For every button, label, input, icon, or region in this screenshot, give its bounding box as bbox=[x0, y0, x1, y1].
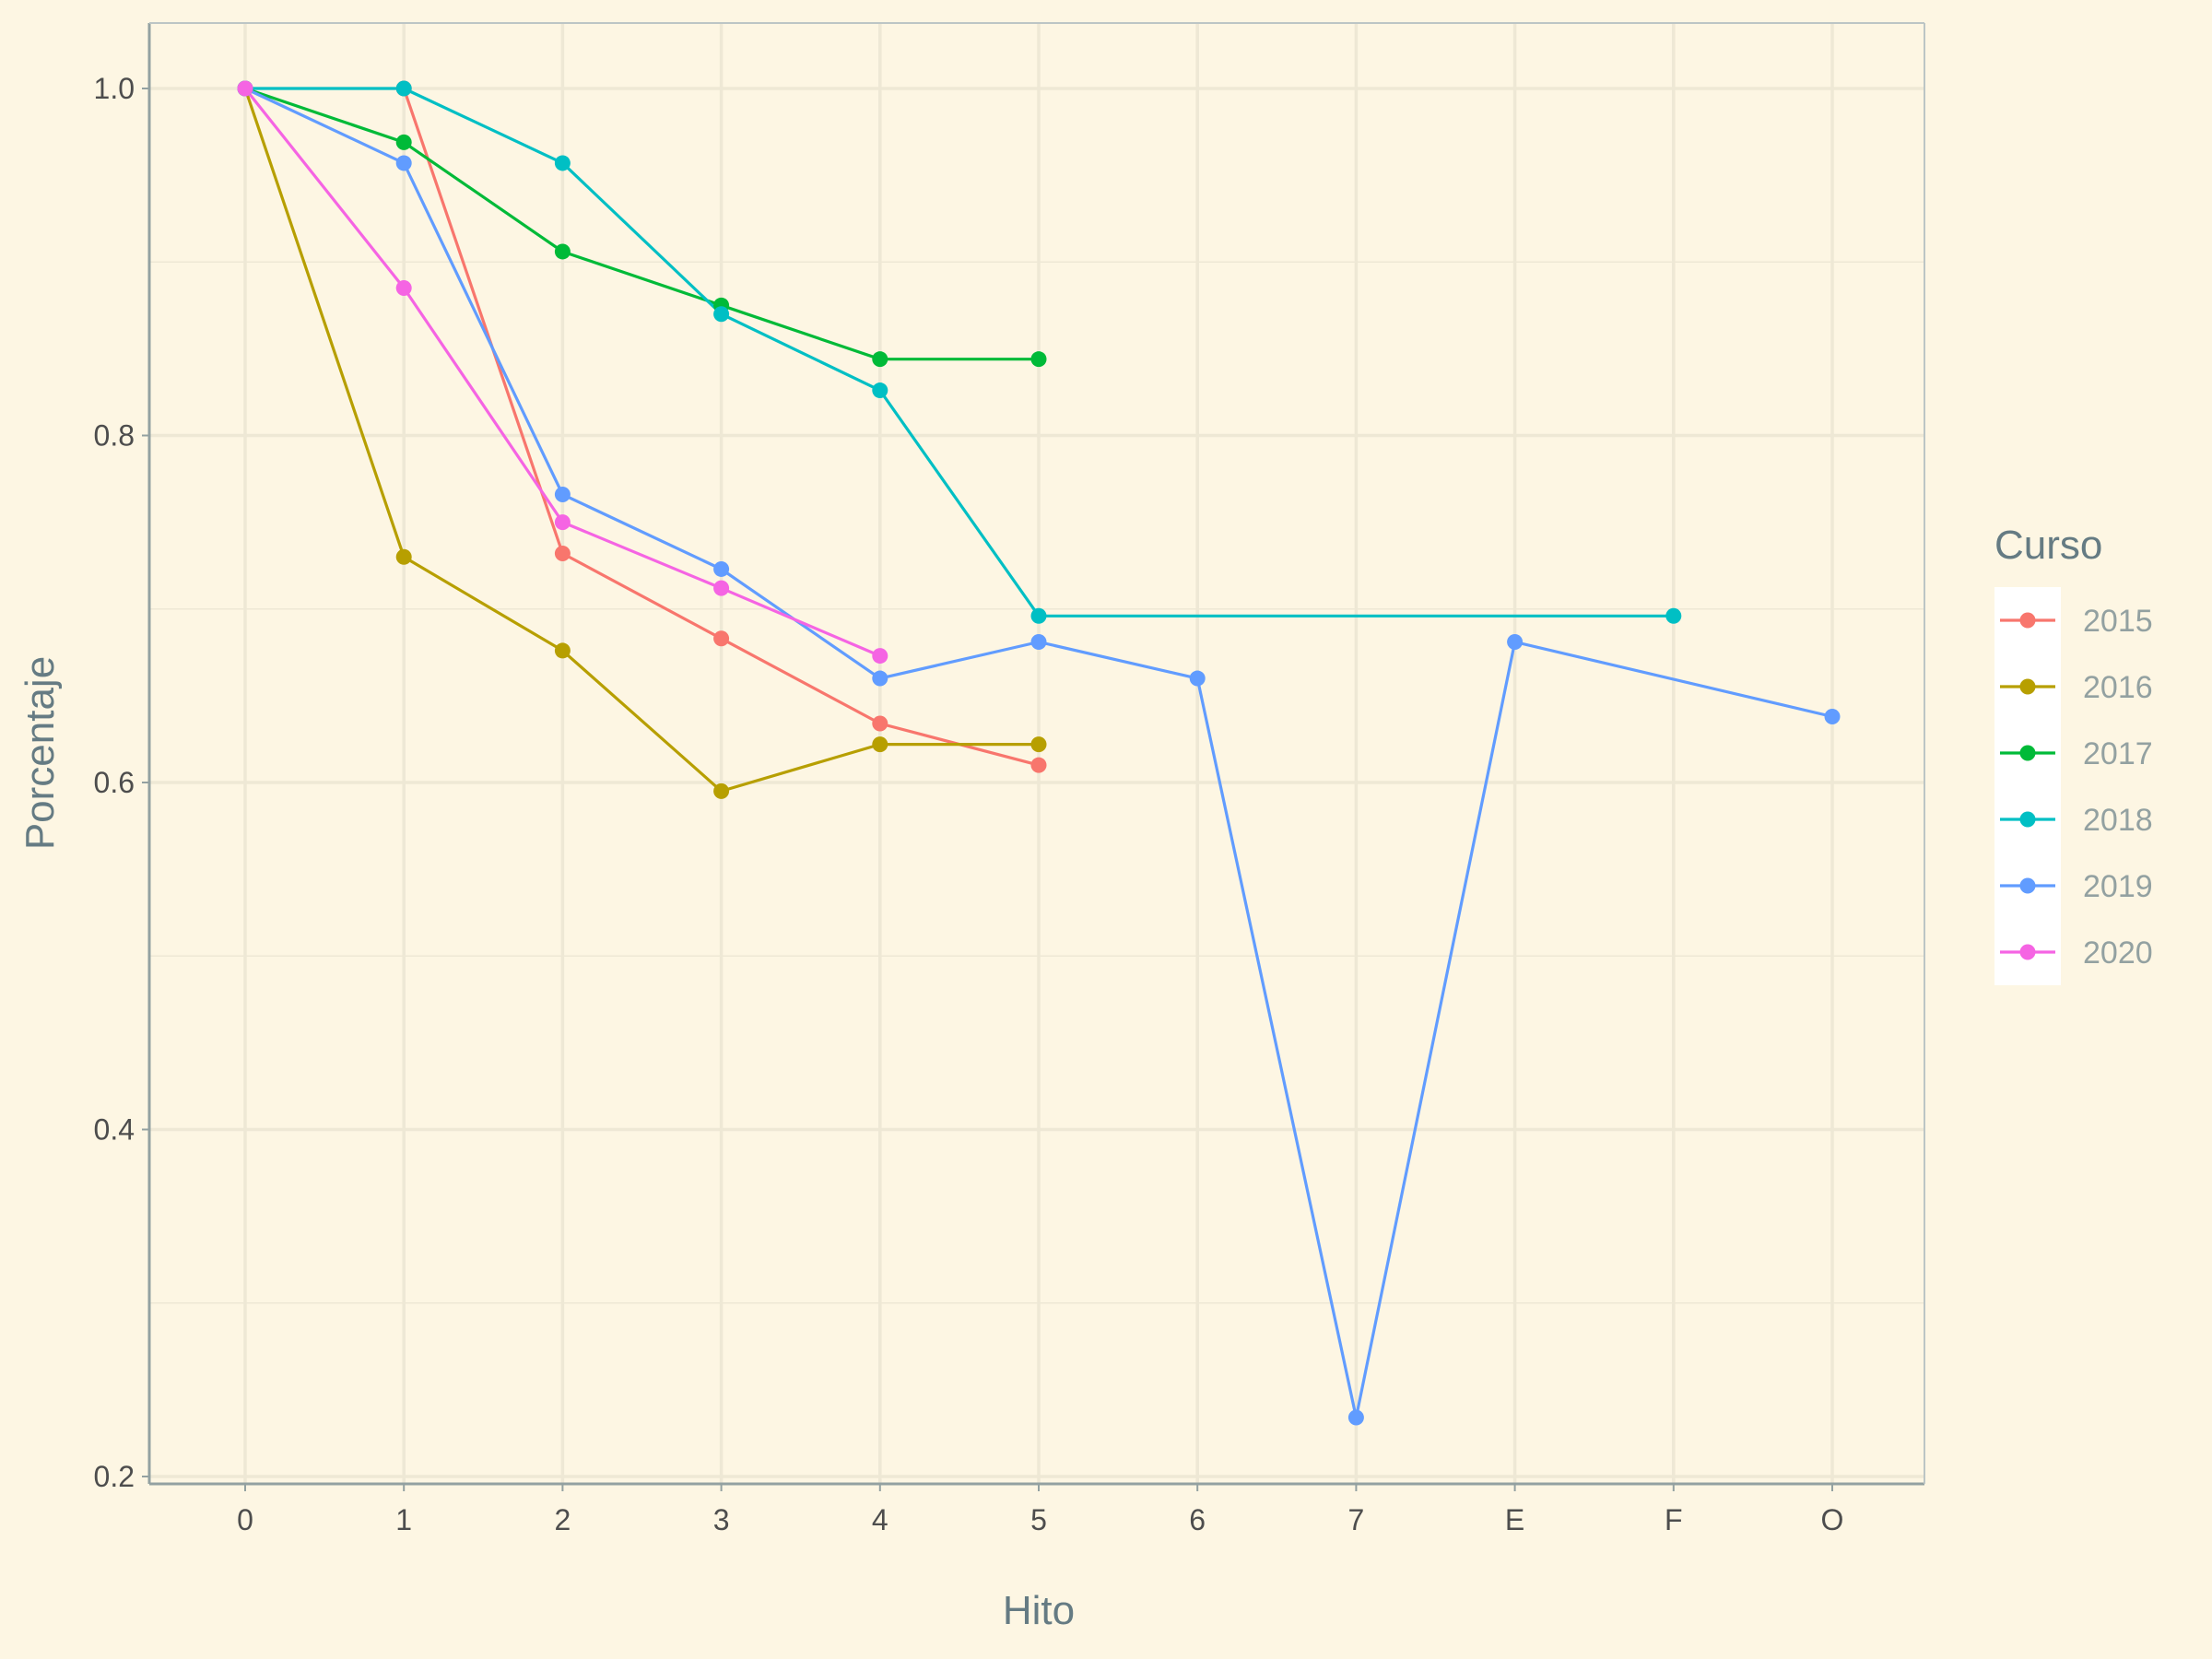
legend-key-point-2018 bbox=[2019, 811, 2036, 828]
series-line-2017 bbox=[244, 87, 1039, 361]
legend-key-point-2016 bbox=[2019, 678, 2036, 695]
legend-label-2020: 2020 bbox=[2083, 935, 2153, 971]
data-point-2017 bbox=[395, 134, 412, 150]
legend-key-background bbox=[1994, 587, 2061, 985]
y-tick-labels: 0.2 0.4 0.6 0.8 1.0 bbox=[94, 72, 135, 1493]
x-tick-label: 4 bbox=[872, 1503, 888, 1536]
data-point-2020 bbox=[237, 80, 253, 97]
data-point-2018 bbox=[395, 80, 412, 97]
data-point-2020 bbox=[395, 279, 412, 296]
x-tick-labels: 0 1 2 3 4 5 6 7 E F O bbox=[237, 1503, 1843, 1536]
data-point-2019 bbox=[1347, 1409, 1364, 1426]
data-point-2019 bbox=[554, 487, 571, 503]
data-point-2016 bbox=[554, 642, 571, 659]
data-point-2016 bbox=[713, 782, 730, 799]
data-point-2015 bbox=[554, 546, 571, 562]
data-point-2015 bbox=[713, 630, 730, 647]
x-tick-label: 0 bbox=[237, 1503, 253, 1536]
data-point-2019 bbox=[1189, 670, 1206, 687]
y-tick-label: 0.2 bbox=[94, 1460, 135, 1493]
x-tick-label: 1 bbox=[395, 1503, 412, 1536]
data-point-2018 bbox=[872, 382, 888, 399]
data-point-2016 bbox=[395, 548, 412, 565]
data-point-2019 bbox=[872, 670, 888, 687]
legend-key-point-2015 bbox=[2019, 612, 2036, 629]
legend-key-point-2019 bbox=[2019, 877, 2036, 894]
legend: Curso 2015 2016 2017 2018 2019 2020 bbox=[1994, 523, 2153, 985]
y-tick-label: 0.6 bbox=[94, 766, 135, 799]
legend-title: Curso bbox=[1994, 523, 2102, 568]
data-point-2018 bbox=[1030, 607, 1047, 624]
y-tick-label: 0.4 bbox=[94, 1113, 135, 1147]
data-point-2017 bbox=[554, 243, 571, 260]
data-point-2019 bbox=[1030, 634, 1047, 651]
x-axis-title: Hito bbox=[1003, 1588, 1075, 1633]
x-tick-label: O bbox=[1821, 1503, 1844, 1536]
data-point-2020 bbox=[713, 580, 730, 596]
x-tick-label: 3 bbox=[713, 1503, 730, 1536]
legend-label-2018: 2018 bbox=[2083, 803, 2153, 838]
legend-key-point-2020 bbox=[2019, 944, 2036, 960]
series-line-2019 bbox=[244, 87, 1833, 1419]
x-tick-label: 6 bbox=[1189, 1503, 1206, 1536]
legend-label-2016: 2016 bbox=[2083, 670, 2153, 705]
data-point-2016 bbox=[1030, 736, 1047, 753]
legend-label-2015: 2015 bbox=[2083, 604, 2153, 639]
data-point-2015 bbox=[1030, 757, 1047, 773]
legend-label-2019: 2019 bbox=[2083, 869, 2153, 904]
data-point-2018 bbox=[713, 306, 730, 323]
legend-key-point-2017 bbox=[2019, 745, 2036, 761]
x-tick-label: 7 bbox=[1348, 1503, 1365, 1536]
axes bbox=[142, 22, 1925, 1491]
x-tick-label: 2 bbox=[555, 1503, 571, 1536]
data-point-2018 bbox=[1665, 607, 1682, 624]
data-point-2019 bbox=[395, 155, 412, 171]
legend-label-2017: 2017 bbox=[2083, 736, 2153, 771]
data-point-2019 bbox=[1824, 708, 1841, 724]
data-point-2015 bbox=[872, 715, 888, 732]
data-point-2017 bbox=[872, 351, 888, 368]
data-point-2020 bbox=[554, 514, 571, 531]
major-gridlines bbox=[149, 23, 1924, 1484]
x-tick-label: 5 bbox=[1030, 1503, 1047, 1536]
data-point-2018 bbox=[554, 155, 571, 171]
series-points bbox=[237, 80, 1841, 1426]
data-point-2019 bbox=[1507, 634, 1524, 651]
panel-background bbox=[149, 23, 1924, 1484]
data-point-2016 bbox=[872, 736, 888, 753]
x-tick-label: E bbox=[1505, 1503, 1524, 1536]
data-point-2017 bbox=[1030, 351, 1047, 368]
y-tick-label: 0.8 bbox=[94, 419, 135, 453]
data-point-2020 bbox=[872, 648, 888, 665]
y-axis-title: Porcentaje bbox=[18, 656, 63, 850]
series-line-2016 bbox=[243, 88, 1039, 794]
y-tick-label: 1.0 bbox=[94, 72, 135, 105]
x-tick-label: F bbox=[1665, 1503, 1683, 1536]
data-point-2019 bbox=[713, 560, 730, 577]
